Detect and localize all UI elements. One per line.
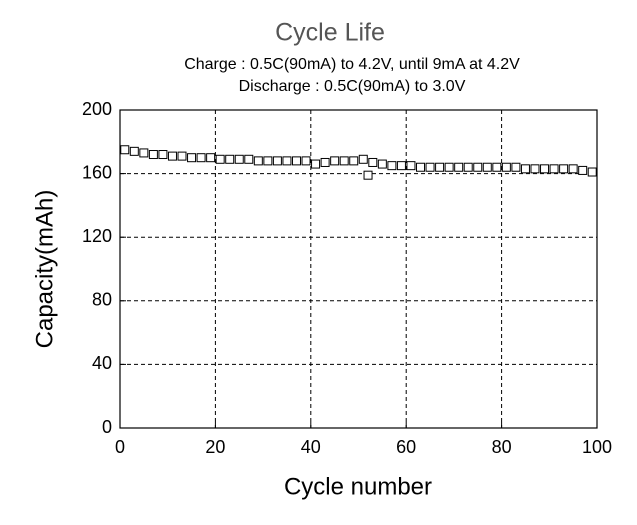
point (363, 170, 373, 180)
point (435, 162, 445, 172)
point (167, 151, 177, 161)
point (368, 157, 378, 167)
point (263, 156, 273, 166)
point (587, 167, 597, 177)
x-axis-label: Cycle number (284, 473, 432, 500)
point (187, 153, 197, 163)
point (358, 154, 368, 164)
point (377, 159, 387, 169)
point (492, 162, 502, 172)
point (454, 162, 464, 172)
point (225, 154, 235, 164)
point (339, 156, 349, 166)
point (282, 156, 292, 166)
chart-subtitle: Discharge : 0.5C(90mA) to 3.0V (239, 78, 466, 95)
point (291, 156, 301, 166)
x-tick-label: 40 (301, 437, 321, 457)
point (520, 164, 530, 174)
y-tick-label: 120 (82, 226, 112, 246)
chart-title: Cycle Life (275, 19, 385, 47)
point (196, 153, 206, 163)
point (425, 162, 435, 172)
point (578, 165, 588, 175)
x-tick-label: 20 (205, 437, 225, 457)
point (530, 164, 540, 174)
y-tick-label: 0 (102, 417, 112, 437)
point (311, 159, 321, 169)
point (396, 161, 406, 171)
point (416, 162, 426, 172)
point (330, 156, 340, 166)
x-tick-label: 80 (492, 437, 512, 457)
point (148, 150, 158, 160)
point (501, 162, 511, 172)
point (444, 162, 454, 172)
plot-frame (119, 109, 598, 429)
point (549, 164, 559, 174)
point (120, 145, 130, 155)
y-tick-label: 200 (82, 99, 112, 119)
point (301, 156, 311, 166)
point (206, 153, 216, 163)
point (387, 161, 397, 171)
point (215, 154, 225, 164)
point (540, 164, 550, 174)
point (463, 162, 473, 172)
x-tick-label: 60 (396, 437, 416, 457)
point (511, 162, 521, 172)
point (482, 162, 492, 172)
y-tick-label: 80 (92, 290, 112, 310)
point (158, 150, 168, 160)
point (253, 156, 263, 166)
point (473, 162, 483, 172)
chart-subtitle: Charge : 0.5C(90mA) to 4.2V, until 9mA a… (184, 56, 520, 73)
point (568, 164, 578, 174)
point (320, 157, 330, 167)
y-tick-label: 160 (82, 162, 112, 182)
x-tick-label: 100 (582, 437, 612, 457)
point (349, 156, 359, 166)
x-tick-label: 0 (115, 437, 125, 457)
point (559, 164, 569, 174)
point (234, 154, 244, 164)
y-axis-label: Capacity(mAh) (31, 190, 58, 349)
point (272, 156, 282, 166)
point (177, 151, 187, 161)
y-tick-label: 40 (92, 353, 112, 373)
point (406, 161, 416, 171)
point (244, 154, 254, 164)
point (129, 146, 139, 156)
point (139, 148, 149, 158)
